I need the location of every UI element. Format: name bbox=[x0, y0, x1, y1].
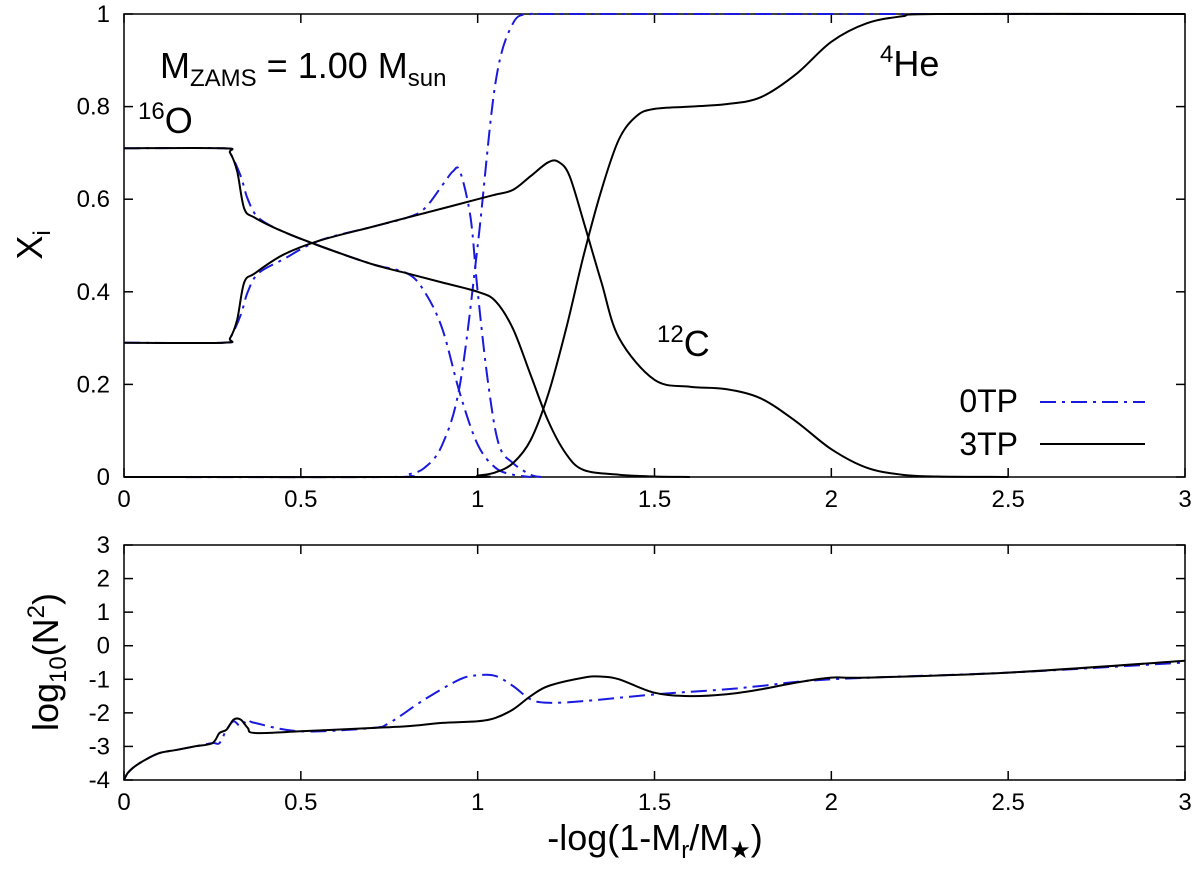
legend-label-3tp: 3TP bbox=[959, 426, 1018, 462]
top-y-tick-label: 0.6 bbox=[77, 186, 110, 213]
legend-label-0tp: 0TP bbox=[959, 383, 1018, 419]
bottom-y-tick-label: 0 bbox=[97, 633, 110, 660]
top-x-tick-label: 1 bbox=[471, 486, 484, 513]
bottom-series-line-3tp bbox=[123, 659, 1186, 781]
bottom-panel-series bbox=[123, 659, 1186, 781]
mass-annotation: MZAMS = 1.00 Msun bbox=[160, 45, 446, 92]
label-carbon-12: 12C bbox=[657, 321, 710, 364]
bottom-x-tick-label: 1.5 bbox=[638, 789, 671, 816]
top-y-tick-label: 0.2 bbox=[77, 371, 110, 398]
bottom-panel-frame bbox=[123, 544, 1186, 781]
bottom-series-line-0tp bbox=[123, 661, 1186, 781]
bottom-x-tick-label: 1 bbox=[471, 789, 484, 816]
top-series-line-0tp-o16 bbox=[123, 146, 531, 478]
top-y-axis-title: Xi bbox=[9, 230, 56, 259]
bottom-x-tick-label: 0.5 bbox=[284, 789, 317, 816]
bottom-y-axis-title: log10(N2) bbox=[23, 593, 72, 731]
top-x-tick-label: 1.5 bbox=[638, 486, 671, 513]
top-panel-series bbox=[123, 12, 1186, 479]
top-x-tick-label: 0 bbox=[117, 486, 130, 513]
bottom-y-tick-label: 2 bbox=[97, 566, 110, 593]
legend: 0TP 3TP bbox=[959, 383, 1145, 462]
bottom-y-tick-label: 3 bbox=[97, 532, 110, 559]
bottom-y-tick-label: 1 bbox=[97, 599, 110, 626]
bottom-x-tick-label: 3 bbox=[1178, 789, 1191, 816]
top-y-tick-label: 1 bbox=[97, 1, 110, 28]
top-series-line-0tp-he4 bbox=[123, 12, 1185, 479]
bottom-panel-ticks: 0 0.5 1 1.5 2 2.5 3 -4 -3 -2 -1 0 1 2 3 bbox=[89, 532, 1192, 816]
label-helium-4: 4He bbox=[880, 41, 939, 84]
top-series-line-3tp-c12 bbox=[123, 159, 1009, 478]
top-panel-ticks: 0 0.5 1 1.5 2 2.5 3 0 0.2 0.4 0.6 0.8 1 bbox=[77, 1, 1192, 513]
top-y-tick-label: 0.4 bbox=[77, 279, 110, 306]
bottom-x-tick-label: 0 bbox=[117, 789, 130, 816]
top-x-tick-label: 3 bbox=[1178, 486, 1191, 513]
bottom-y-tick-label: -2 bbox=[89, 700, 110, 727]
x-axis-title: -log(1-Mr/M★) bbox=[547, 817, 763, 864]
top-x-tick-label: 2 bbox=[825, 486, 838, 513]
bottom-y-tick-label: -1 bbox=[89, 666, 110, 693]
top-y-tick-label: 0 bbox=[97, 464, 110, 491]
bottom-x-tick-label: 2.5 bbox=[991, 789, 1024, 816]
top-series-line-0tp-c12 bbox=[123, 166, 542, 478]
top-series-line-3tp-he4 bbox=[123, 12, 1186, 479]
bottom-y-tick-label: -3 bbox=[89, 733, 110, 760]
bottom-x-tick-label: 2 bbox=[825, 789, 838, 816]
bottom-y-tick-label: -4 bbox=[89, 767, 110, 794]
top-x-tick-label: 0.5 bbox=[284, 486, 317, 513]
top-y-tick-label: 0.8 bbox=[77, 94, 110, 121]
top-x-tick-label: 2.5 bbox=[991, 486, 1024, 513]
label-oxygen-16: 16O bbox=[138, 98, 193, 141]
top-series-line-3tp-o16 bbox=[123, 146, 690, 478]
